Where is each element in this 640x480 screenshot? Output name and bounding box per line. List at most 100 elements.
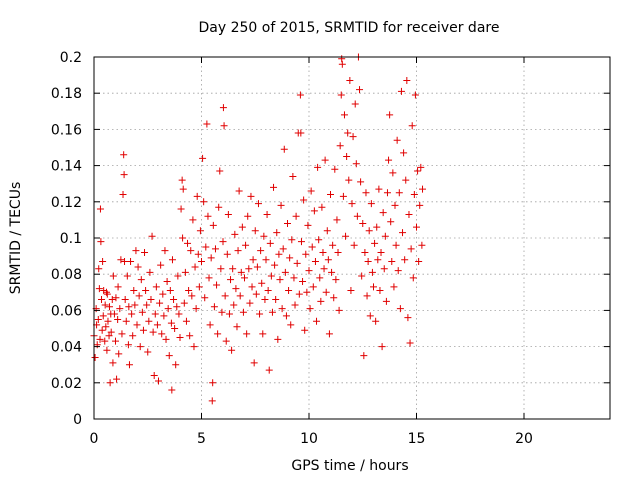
- data-point: [203, 120, 211, 128]
- data-point: [303, 288, 311, 296]
- data-point: [229, 265, 237, 273]
- data-point: [156, 299, 164, 307]
- data-point: [195, 283, 203, 291]
- data-point: [416, 201, 424, 209]
- data-point: [155, 377, 162, 385]
- data-point: [110, 310, 118, 318]
- data-point: [337, 91, 345, 99]
- data-point: [370, 283, 377, 291]
- data-point: [348, 200, 356, 208]
- data-point: [311, 258, 319, 266]
- data-point: [324, 256, 332, 264]
- y-tick-label: 0.06: [51, 303, 82, 319]
- data-point: [365, 227, 373, 235]
- data-point: [97, 238, 105, 246]
- data-point: [127, 258, 135, 266]
- data-point: [404, 314, 412, 322]
- y-tick-label: 0.1: [60, 231, 82, 247]
- data-point: [328, 268, 336, 276]
- data-point: [139, 326, 147, 334]
- data-point: [281, 268, 289, 276]
- data-point: [364, 258, 372, 266]
- data-point: [191, 263, 199, 271]
- data-point: [105, 332, 113, 340]
- data-point: [168, 256, 176, 264]
- data-point: [320, 265, 328, 273]
- data-point: [184, 239, 192, 247]
- data-point: [205, 274, 213, 282]
- data-point: [293, 259, 301, 267]
- y-tick-label: 0.18: [51, 86, 82, 102]
- data-point: [108, 296, 116, 304]
- data-point: [202, 243, 210, 251]
- y-tick-label: 0.04: [51, 340, 82, 356]
- data-point: [130, 286, 138, 294]
- data-point: [179, 234, 187, 242]
- data-point: [219, 104, 227, 112]
- data-point: [235, 187, 243, 195]
- data-point: [209, 379, 217, 387]
- data-point: [288, 236, 296, 244]
- data-point: [245, 265, 253, 273]
- data-point: [94, 315, 102, 323]
- data-point: [258, 279, 266, 287]
- grid: [94, 57, 610, 419]
- data-point: [102, 288, 110, 296]
- data-point: [391, 201, 399, 209]
- data-point: [243, 330, 251, 338]
- data-point: [401, 256, 409, 264]
- data-point: [218, 308, 226, 316]
- data-point: [107, 328, 115, 336]
- data-point: [193, 192, 201, 200]
- data-point: [286, 254, 294, 262]
- data-point: [170, 296, 178, 304]
- data-point: [230, 301, 238, 309]
- data-point: [360, 352, 368, 360]
- data-point: [96, 335, 104, 343]
- data-point: [178, 176, 186, 184]
- data-point: [385, 156, 393, 164]
- data-point: [136, 343, 144, 351]
- data-point: [144, 348, 152, 356]
- data-point: [313, 317, 321, 325]
- data-point: [409, 274, 417, 282]
- data-point: [329, 241, 337, 249]
- data-point: [158, 330, 166, 338]
- data-point: [190, 343, 198, 351]
- data-point: [253, 263, 261, 271]
- y-axis-title: SRMTID / TECUs: [8, 182, 24, 295]
- data-point: [334, 248, 342, 256]
- data-point: [201, 294, 209, 302]
- data-point: [362, 189, 370, 197]
- data-point: [147, 296, 155, 304]
- data-point: [252, 290, 260, 298]
- data-point: [96, 205, 104, 213]
- data-point: [297, 129, 305, 137]
- data-point: [406, 339, 414, 347]
- data-point: [386, 111, 394, 119]
- data-point: [246, 299, 254, 307]
- data-point: [157, 261, 165, 269]
- data-point: [353, 212, 361, 220]
- data-point: [323, 227, 331, 235]
- data-point: [376, 286, 384, 294]
- data-point: [304, 221, 312, 229]
- data-point: [141, 248, 149, 256]
- data-point: [352, 160, 360, 168]
- data-point: [200, 198, 208, 206]
- data-point: [290, 274, 298, 282]
- data-point: [266, 239, 274, 247]
- data-point: [241, 274, 248, 282]
- data-point: [395, 189, 403, 197]
- data-point: [98, 326, 106, 334]
- data-point: [413, 223, 420, 231]
- data-point: [103, 290, 111, 298]
- data-point: [244, 212, 252, 220]
- y-tick-label: 0.2: [60, 50, 82, 66]
- data-point: [284, 220, 291, 228]
- data-point: [251, 227, 259, 235]
- data-point: [120, 151, 128, 159]
- data-point: [248, 283, 256, 291]
- data-point: [211, 245, 219, 253]
- data-point: [223, 250, 231, 258]
